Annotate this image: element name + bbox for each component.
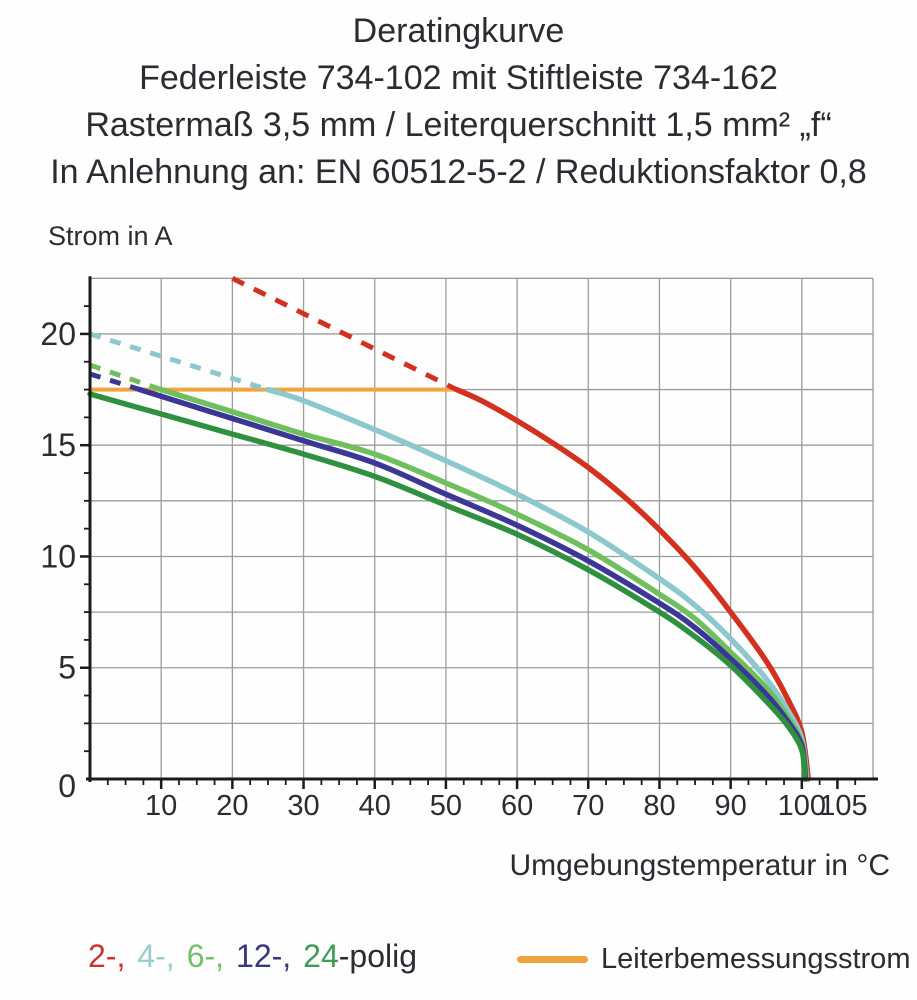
title-line-2: Federleiste 734-102 mit Stiftleiste 734-… (139, 59, 778, 97)
rated-current-label: Leiterbemessungsstrom (601, 942, 911, 975)
legend-pole-token-2: 4-, (137, 938, 175, 974)
x-tick-label-90: 90 (715, 790, 747, 822)
x-tick-label-30: 30 (287, 790, 319, 822)
legend-rated-current: Leiterbemessungsstrom (517, 938, 910, 980)
curve-solid-4-polig (265, 386, 810, 782)
y-tick-label-5: 5 (58, 650, 76, 686)
y-tick-label-0: 0 (58, 768, 76, 804)
curve-solid-24-polig (87, 391, 808, 782)
legend-pole-token-6: -polig (338, 938, 418, 974)
y-axis-title: Strom in A (48, 221, 173, 251)
x-tick-label-105: 105 (819, 790, 867, 822)
curve-solid-2-polig (453, 386, 811, 782)
x-tick-label-40: 40 (359, 790, 391, 822)
x-tick-label-50: 50 (430, 790, 462, 822)
legend-pole-token-5: 24 (303, 938, 339, 974)
curve-dashed-4-polig (89, 331, 269, 392)
y-tick-label-15: 15 (40, 427, 76, 463)
x-tick-label-80: 80 (643, 790, 675, 822)
x-axis-title: Umgebungstemperatur in °C (509, 849, 890, 882)
x-tick-label-10: 10 (145, 790, 177, 822)
chart-title-block: Deratingkurve Federleiste 734-102 mit St… (0, 8, 917, 196)
legend-pole-token-1: 2-, (88, 938, 126, 974)
curve-dashed-2-polig (231, 276, 458, 392)
y-tick-label-10: 10 (40, 538, 76, 574)
curve-dashed-12-polig (89, 371, 141, 392)
curve-dashed-6-polig (89, 362, 162, 392)
legend-pole-counts: 2-, 4-, 6-, 12-, 24-polig (88, 938, 417, 975)
legend-pole-token-3: 6-, (186, 938, 225, 974)
rated-current-line-swatch (517, 955, 588, 963)
y-tick-label-20: 20 (40, 316, 76, 352)
title-line-1: Deratingkurve (352, 12, 565, 50)
x-tick-label-20: 20 (216, 790, 248, 822)
x-tick-label-60: 60 (501, 790, 533, 822)
x-tick-label-100: 100 (778, 790, 826, 822)
legend-pole-token-4: 12-, (236, 938, 292, 974)
title-line-3: Rastermaß 3,5 mm / Leiterquerschnitt 1,5… (85, 106, 832, 144)
curve-solid-12-polig (137, 386, 809, 782)
x-tick-label-70: 70 (572, 790, 604, 822)
curve-solid-6-polig (158, 386, 809, 782)
title-line-4: In Anlehnung an: EN 60512-5-2 / Reduktio… (50, 153, 867, 191)
